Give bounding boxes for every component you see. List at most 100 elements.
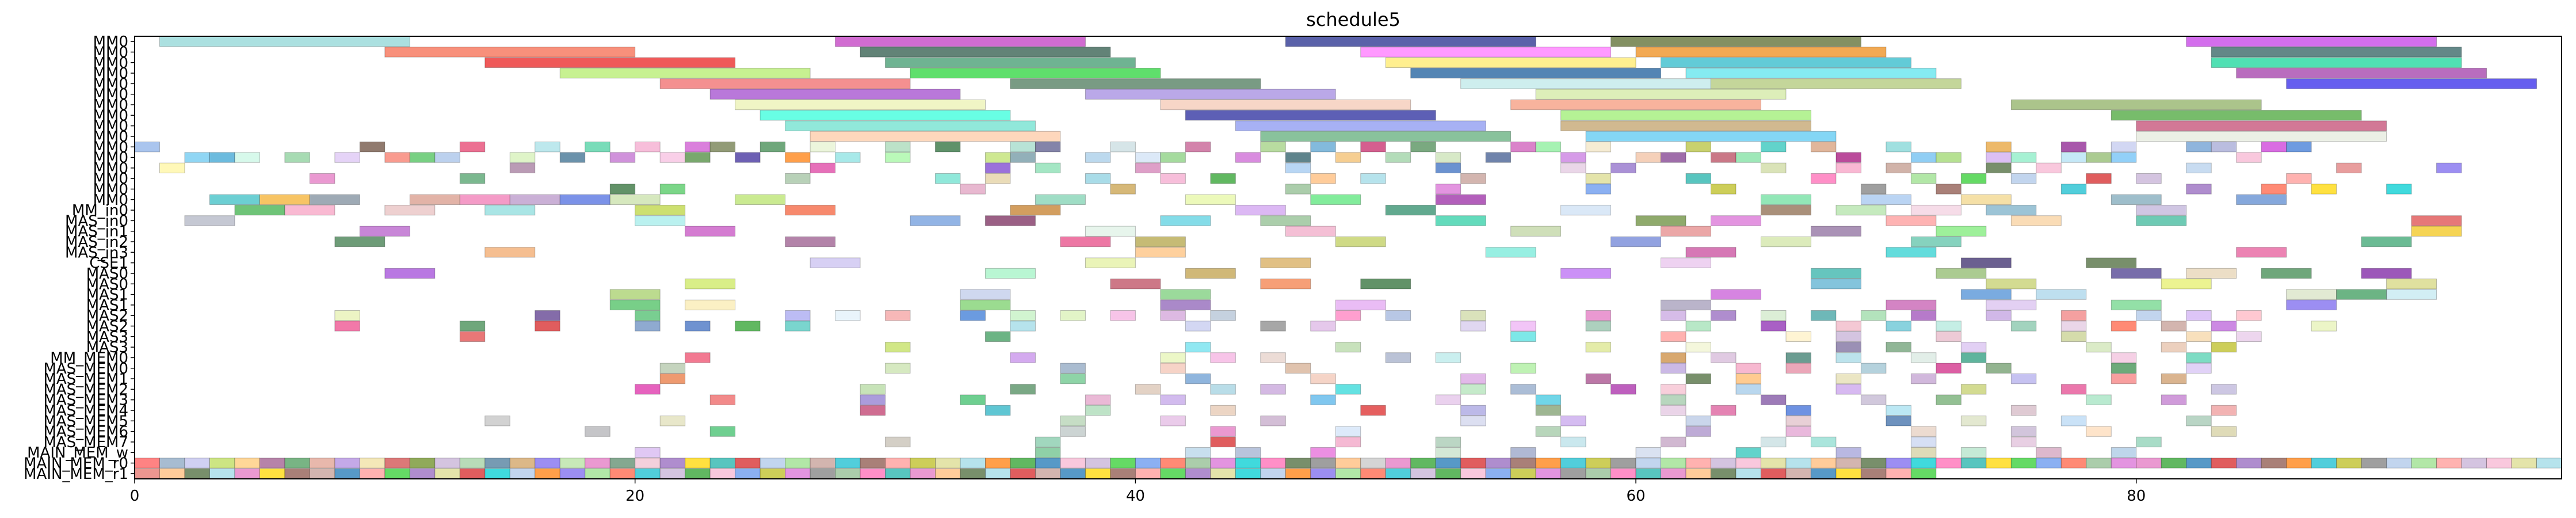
bar-195 <box>635 204 686 216</box>
bar-280 <box>1335 299 1386 311</box>
bar-45 <box>359 142 386 153</box>
bar-13 <box>1661 57 1911 68</box>
bar-351 <box>1585 341 1612 353</box>
bar-248 <box>2086 257 2137 268</box>
bar-426 <box>1760 394 1787 405</box>
bar-482 <box>1035 447 1061 458</box>
bar-479 <box>2010 436 2037 448</box>
bar-581 <box>2286 458 2312 469</box>
bar-158 <box>609 184 636 195</box>
bar-114 <box>1986 152 2012 163</box>
bar-82 <box>334 152 360 163</box>
bar-144 <box>1160 173 1186 184</box>
bar-428 <box>1936 394 1961 405</box>
bar-219 <box>359 226 410 237</box>
bar-602 <box>384 468 410 479</box>
bar-155 <box>2086 173 2112 184</box>
bar-129 <box>1611 162 1636 174</box>
bar-165 <box>1711 184 1737 195</box>
bar-323 <box>1310 321 1336 332</box>
row-label-17: MAS_in0 <box>65 212 128 230</box>
bar-517 <box>685 458 711 469</box>
bar-40 <box>810 131 1061 142</box>
bar-226 <box>1936 226 1987 237</box>
bar-46 <box>459 142 486 153</box>
bar-164 <box>1585 184 1612 195</box>
bar-395 <box>1735 373 1761 384</box>
bar-516 <box>659 458 686 469</box>
bar-131 <box>1835 162 1861 174</box>
bar-384 <box>1936 363 1961 374</box>
bar-470 <box>1035 436 1061 448</box>
bar-396 <box>1835 373 1861 384</box>
bar-181 <box>735 194 786 205</box>
bar-505 <box>384 458 410 469</box>
bar-634 <box>1185 468 1211 479</box>
bar-305 <box>1810 310 1837 321</box>
bar-224 <box>1661 226 1712 237</box>
bar-654 <box>1685 468 1712 479</box>
bar-344 <box>1936 331 1961 342</box>
bar-534 <box>1110 458 1136 469</box>
bar-192 <box>284 204 335 216</box>
bar-378 <box>1285 363 1311 374</box>
bar-2 <box>1285 36 1536 47</box>
bar-42 <box>1585 131 1837 142</box>
bar-484 <box>1235 447 1261 458</box>
bar-48 <box>585 142 610 153</box>
bar-330 <box>1886 321 1911 332</box>
bar-228 <box>334 236 386 247</box>
bar-134 <box>2036 162 2062 174</box>
row-label-16: MM_in0 <box>72 202 128 219</box>
bar-417 <box>709 394 736 405</box>
bar-661 <box>1860 468 1887 479</box>
bar-64 <box>1510 142 1536 153</box>
bar-52 <box>760 142 786 153</box>
bar-188 <box>1960 194 2012 205</box>
row-label-15: MM0 <box>93 192 128 209</box>
bar-445 <box>659 416 686 426</box>
bar-567 <box>1936 458 1961 469</box>
bar-645 <box>1460 468 1486 479</box>
bar-515 <box>635 458 661 469</box>
bar-71 <box>1986 142 2012 153</box>
bar-166 <box>1860 184 1887 195</box>
bar-244 <box>1085 257 1136 268</box>
bar-292 <box>960 310 986 321</box>
bar-347 <box>2236 331 2262 342</box>
bar-348 <box>885 341 911 353</box>
bar-554 <box>1611 458 1636 469</box>
bar-475 <box>1661 436 1686 448</box>
bar-621 <box>860 468 886 479</box>
bar-526 <box>910 458 936 469</box>
bar-599 <box>309 468 335 479</box>
bar-336 <box>2211 321 2237 332</box>
bar-283 <box>1986 299 2037 311</box>
bar-109 <box>1711 152 1737 163</box>
row-label-26: MAS2 <box>86 307 128 325</box>
bar-174 <box>259 194 310 205</box>
bar-465 <box>1910 426 1937 437</box>
row-label-40: MAIN_MEM_r0 <box>24 455 128 473</box>
bar-47 <box>535 142 560 153</box>
bar-137 <box>2436 162 2462 174</box>
bar-398 <box>2010 373 2037 384</box>
bar-339 <box>984 331 1011 342</box>
bar-0 <box>159 36 410 47</box>
bar-571 <box>2036 458 2062 469</box>
bar-6 <box>860 47 1111 58</box>
bar-538 <box>1210 458 1236 469</box>
row-label-32: MAS_MEM1 <box>43 371 128 388</box>
bar-24 <box>2286 78 2537 89</box>
bar-620 <box>835 468 861 479</box>
bar-452 <box>1785 416 1811 426</box>
bar-187 <box>1860 194 1911 205</box>
bar-152 <box>1910 173 1937 184</box>
bar-614 <box>685 468 711 479</box>
bar-75 <box>2211 142 2237 153</box>
bar-17 <box>1410 67 1662 79</box>
bar-461 <box>1335 426 1361 437</box>
bar-373 <box>2186 352 2212 363</box>
row-label-36: MAS_MEM5 <box>43 413 128 430</box>
bar-497 <box>184 458 210 469</box>
